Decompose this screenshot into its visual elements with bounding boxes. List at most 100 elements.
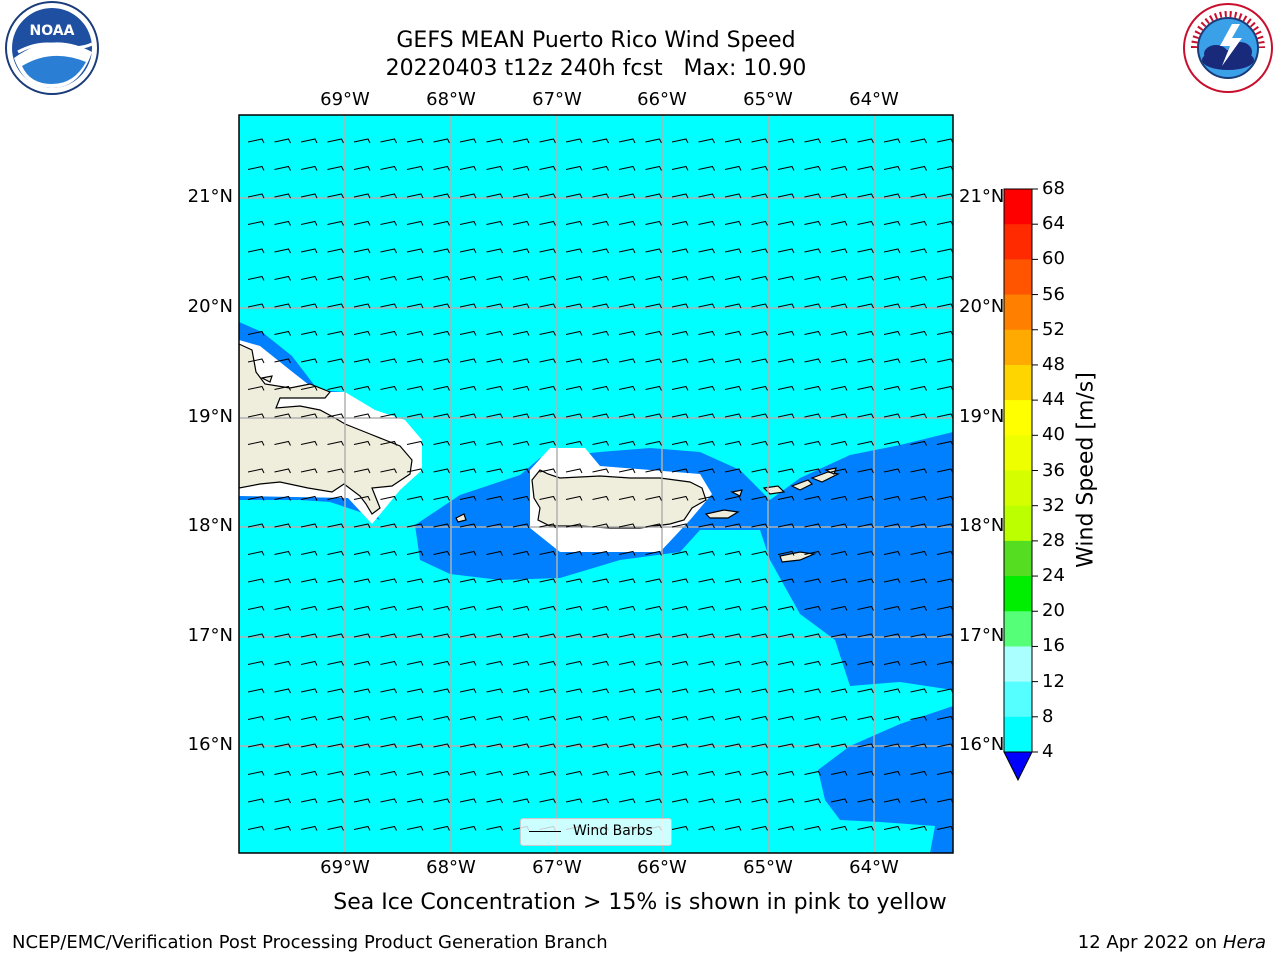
wind-barb-legend-symbol — [529, 831, 561, 832]
wind-barb — [539, 578, 556, 584]
lon-label-bottom: 69°W — [320, 857, 370, 878]
wind-barb — [300, 495, 318, 501]
wind-barb — [751, 138, 768, 144]
wind-barb — [274, 440, 291, 446]
wind-barb — [910, 605, 927, 611]
wind-barb — [883, 468, 901, 474]
wind-barb — [459, 770, 477, 776]
wind-barb — [751, 165, 768, 171]
wind-barb — [486, 688, 503, 694]
wind-barb — [645, 523, 662, 529]
wind-barb — [274, 138, 291, 144]
wind-barb — [300, 578, 318, 584]
wind-barb — [671, 578, 689, 584]
wind-barb — [592, 413, 609, 419]
wind-barb — [539, 660, 556, 666]
wind-barb — [512, 550, 530, 556]
wind-barb — [645, 220, 662, 226]
wind-barb — [433, 385, 450, 391]
wind-barb — [883, 770, 901, 776]
wind-barb — [486, 358, 503, 364]
wind-barb — [459, 138, 477, 144]
wind-barb — [486, 275, 503, 281]
wind-barb — [698, 413, 715, 419]
wind-barb — [671, 770, 689, 776]
wind-barb — [486, 385, 503, 391]
wind-barb — [247, 495, 265, 501]
lon-label-top: 68°W — [426, 89, 476, 110]
wind-barb — [645, 330, 662, 336]
wind-barb — [539, 413, 556, 419]
wind-barb — [751, 770, 768, 776]
wind-barb — [380, 495, 397, 501]
wind-barb — [539, 440, 556, 446]
wind-barb — [406, 660, 424, 666]
lon-label-top: 69°W — [320, 89, 370, 110]
lon-label-top: 64°W — [849, 89, 899, 110]
wind-barb — [380, 605, 397, 611]
wind-barb — [353, 770, 371, 776]
wind-barb — [433, 743, 450, 749]
wind-barb — [883, 633, 901, 639]
wind-barb — [883, 550, 901, 556]
wind-barb — [857, 715, 874, 721]
wind-barb — [592, 688, 609, 694]
wind-barb — [671, 385, 689, 391]
wind-barb — [777, 220, 795, 226]
wind-barb — [698, 633, 715, 639]
colorbar-segment — [1004, 364, 1032, 401]
wind-barb — [645, 413, 662, 419]
wind-barb — [459, 605, 477, 611]
wind-barb — [804, 605, 821, 611]
wind-barb — [406, 715, 424, 721]
wind-barb — [247, 688, 265, 694]
wind-barb — [592, 660, 609, 666]
wind-barb — [300, 688, 318, 694]
wind-barb — [592, 578, 609, 584]
wind-barb — [274, 633, 291, 639]
wind-barb — [565, 193, 583, 199]
wind-barb — [910, 578, 927, 584]
wind-barb — [645, 138, 662, 144]
wind-barb — [724, 688, 742, 694]
wind-barb — [830, 440, 848, 446]
wind-barb — [910, 385, 927, 391]
wind-barb — [724, 660, 742, 666]
colorbar-segment — [1004, 329, 1032, 366]
wind-barb — [830, 248, 848, 254]
wind-barb — [698, 303, 715, 309]
wind-barb — [486, 743, 503, 749]
wind-barb — [380, 303, 397, 309]
wind-barb — [512, 770, 530, 776]
wind-barb — [539, 275, 556, 281]
wind-barb — [751, 330, 768, 336]
wind-barb — [857, 220, 874, 226]
wind-barb — [698, 330, 715, 336]
wind-barb — [353, 193, 371, 199]
wind-barb — [327, 633, 344, 639]
wind-barb — [353, 385, 371, 391]
wind-barb — [539, 165, 556, 171]
wind-barb — [512, 440, 530, 446]
wind-barb — [247, 248, 265, 254]
colorbar-segment — [1004, 681, 1032, 718]
wind-barb — [274, 303, 291, 309]
wind-barb — [300, 275, 318, 281]
wind-barb — [433, 248, 450, 254]
wind-barb — [777, 248, 795, 254]
wind-barb — [724, 138, 742, 144]
wind-barb — [830, 468, 848, 474]
wind-barb — [618, 138, 636, 144]
wind-barb — [353, 495, 371, 501]
wind-barb — [804, 660, 821, 666]
wind-barb — [380, 248, 397, 254]
wind-barb — [830, 138, 848, 144]
wind-barb — [565, 550, 583, 556]
wind-barb — [698, 798, 715, 804]
wind-barb — [592, 193, 609, 199]
wind-barb — [300, 330, 318, 336]
wind-barb — [512, 303, 530, 309]
wind-barb — [645, 633, 662, 639]
wind-barb — [300, 660, 318, 666]
colorbar-tick-label: 60 — [1042, 248, 1065, 270]
